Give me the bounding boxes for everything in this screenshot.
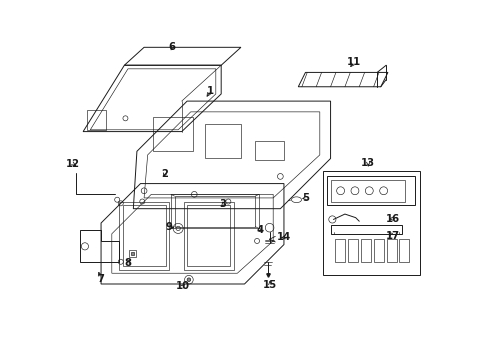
Text: 10: 10 [176,281,189,291]
Text: 15: 15 [263,280,277,290]
Text: 6: 6 [168,42,175,52]
Text: 5: 5 [302,193,309,203]
Text: 13: 13 [361,158,374,168]
Bar [334,239,344,262]
Text: 4: 4 [256,225,263,235]
Text: 14: 14 [276,232,290,242]
Circle shape [187,278,190,282]
Bar [373,239,383,262]
Text: 8: 8 [124,258,131,268]
Text: 7: 7 [98,274,104,284]
Bar [386,239,396,262]
Bar [347,239,357,262]
Text: 17: 17 [385,231,399,240]
Bar [360,239,370,262]
Bar [129,250,136,257]
Bar [330,180,404,202]
Text: 11: 11 [346,57,360,67]
Bar [399,239,408,262]
Text: 2: 2 [161,168,168,179]
Text: 1: 1 [206,86,214,96]
Bar [131,252,134,255]
Text: 16: 16 [385,214,399,224]
Text: 9: 9 [165,222,172,232]
Text: 3: 3 [219,199,226,210]
Text: 12: 12 [66,159,80,169]
Bar [323,171,419,275]
